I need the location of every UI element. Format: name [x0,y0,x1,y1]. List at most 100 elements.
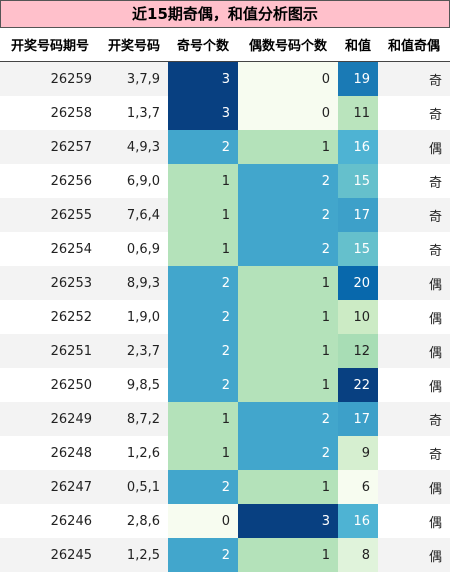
table-cell: 2 [168,334,238,368]
table-cell: 7,6,4 [100,198,168,232]
table-cell: 15 [338,232,378,266]
table-cell: 偶 [378,470,450,504]
table-cell: 2 [168,266,238,300]
table-cell: 偶 [378,130,450,164]
table-row: 26250 9,8,5 2 1 22 偶 [0,368,450,402]
table-cell: 偶 [378,538,450,572]
table-cell: 26247 [0,470,100,504]
table-cell: 26251 [0,334,100,368]
table-cell: 奇 [428,243,442,259]
table-cell: 3 [168,61,238,96]
table-cell: 3 [238,504,338,538]
table-row: 26252 1,9,0 2 1 10 偶 [0,300,450,334]
table-cell: 0,6,9 [126,241,160,257]
table-cell: 2 [238,402,338,436]
table-cell: 26254 [50,241,92,257]
table-row: 26259 3,7,9 3 0 19 奇 [0,61,450,96]
table-cell: 1,3,7 [126,105,160,121]
table-cell: 16 [338,130,378,164]
table-cell: 9 [338,436,378,470]
table-cell: 1,2,6 [126,445,160,461]
column-header: 奇号个数 [168,28,238,62]
table-row: 26256 6,9,0 1 2 15 奇 [0,164,450,198]
table-cell: 1 [238,334,338,368]
table-cell: 1,9,0 [126,309,160,325]
table-cell: 偶 [378,334,450,368]
table-cell: 26258 [50,105,92,121]
table-cell: 26246 [50,513,92,529]
table-cell: 2 [168,130,238,164]
column-header: 和值 [338,28,378,62]
table-cell: 3 [168,96,238,130]
table-cell: 1 [238,300,338,334]
table-cell: 26252 [50,309,92,325]
table-cell: 8,9,3 [100,266,168,300]
header-row: 开奖号码期号 开奖号码 奇号个数 偶数号码个数 和值 和值奇偶 [0,28,450,62]
table-row: 26253 8,9,3 2 1 20 偶 [0,266,450,300]
table-cell: 1 [168,198,238,232]
table-cell: 26255 [0,198,100,232]
table-row: 26251 2,3,7 2 1 12 偶 [0,334,450,368]
table-cell: 2 [168,538,238,572]
table-row: 26255 7,6,4 1 2 17 奇 [0,198,450,232]
table-cell: 1 [168,232,238,266]
table-cell: 11 [338,96,378,130]
title: 近15期奇偶，和值分析图示 [0,0,450,28]
column-header: 开奖号码 [100,28,168,62]
table-cell: 1 [238,266,338,300]
table-cell: 6,9,0 [126,173,160,189]
table-cell: 奇 [428,175,442,191]
table-cell: 6 [338,470,378,504]
table-cell: 26245 [0,538,100,572]
table-cell: 2 [168,470,238,504]
table-cell: 1 [238,538,338,572]
table-row: 26246 2,8,6 0 3 16 偶 [0,504,450,538]
table-cell: 1,2,5 [100,538,168,572]
table-cell: 偶 [378,266,450,300]
table-cell: 奇 [378,198,450,232]
table-body: 26259 3,7,9 3 0 19 奇 26258 1,3,7 3 0 11 奇 26257 4,9,3… [0,61,450,572]
table-row: 26249 8,7,2 1 2 17 奇 [0,402,450,436]
table-cell: 12 [338,334,378,368]
table-cell: 奇 [428,107,442,123]
table-cell: 2 [238,198,338,232]
table-cell: 偶 [428,311,442,327]
table-cell: 8,7,2 [100,402,168,436]
table-row: 26248 1,2,6 1 2 9 奇 [0,436,450,470]
table-cell: 10 [338,300,378,334]
table-cell: 1 [168,402,238,436]
table-cell: 0,5,1 [100,470,168,504]
table-cell: 1 [238,470,338,504]
table-cell: 17 [338,198,378,232]
table-cell: 1 [238,130,338,164]
table-cell: 1 [238,368,338,402]
table-cell: 1 [168,436,238,470]
table-cell: 2 [238,164,338,198]
table-cell: 0 [168,504,238,538]
column-header: 开奖号码期号 [0,28,100,62]
table-row: 26257 4,9,3 2 1 16 偶 [0,130,450,164]
table-cell: 26253 [0,266,100,300]
column-header: 偶数号码个数 [238,28,338,62]
table-cell: 0 [238,96,338,130]
table-cell: 4,9,3 [100,130,168,164]
table-cell: 2 [168,368,238,402]
table-cell: 奇 [378,402,450,436]
table-cell: 20 [338,266,378,300]
table-row: 26254 0,6,9 1 2 15 奇 [0,232,450,266]
table-cell: 2 [238,232,338,266]
table-cell: 26250 [50,377,92,393]
table-cell: 1 [168,164,238,198]
table-cell: 22 [338,368,378,402]
table-cell: 26248 [50,445,92,461]
table-cell: 2,8,6 [126,513,160,529]
table-cell: 8 [338,538,378,572]
table-cell: 17 [338,402,378,436]
table-cell: 2 [168,300,238,334]
table-cell: 偶 [428,515,442,531]
table-cell: 26256 [50,173,92,189]
table-cell: 奇 [378,61,450,96]
table-cell: 15 [338,164,378,198]
table-row: 26258 1,3,7 3 0 11 奇 [0,96,450,130]
